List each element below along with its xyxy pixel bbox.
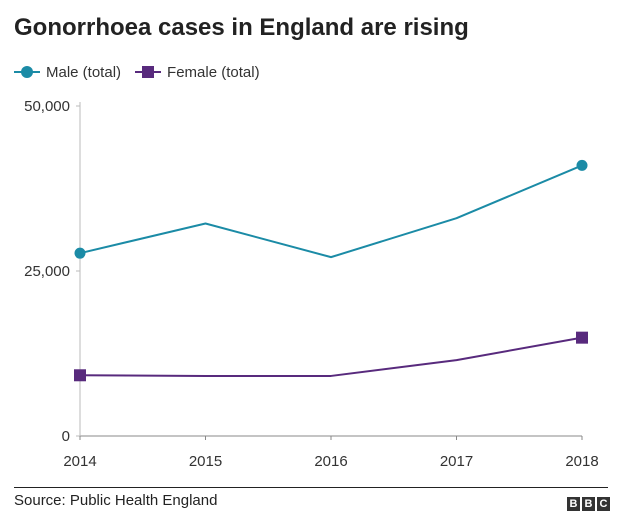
y-tick-label: 25,000 xyxy=(24,263,70,280)
legend-square-marker-icon xyxy=(135,66,162,78)
bbc-logo: B B C xyxy=(565,497,610,511)
data-point-male xyxy=(576,159,588,171)
series-line-male xyxy=(79,164,583,259)
footer-divider xyxy=(14,487,608,488)
legend-item-male: Male (total) xyxy=(14,64,121,81)
x-tick-label: 2014 xyxy=(63,453,96,470)
chart-title: Gonorrhoea cases in England are rising xyxy=(14,14,469,41)
legend-circle-marker-icon xyxy=(14,66,40,78)
y-tick-label: 50,000 xyxy=(24,98,70,115)
data-point-female xyxy=(576,331,588,344)
line-chart: 0 25,000 50,000 2014 2015 2016 2017 2018 xyxy=(24,98,599,470)
bbc-logo-letter: B xyxy=(567,497,580,511)
x-tick-label: 2018 xyxy=(565,453,598,470)
bbc-logo-letter: B xyxy=(582,497,595,511)
data-point-male xyxy=(74,247,86,259)
source-note: Source: Public Health England xyxy=(14,492,218,509)
legend-item-female: Female (total) xyxy=(135,64,260,81)
data-point-female xyxy=(74,369,86,382)
bbc-logo-letter: C xyxy=(597,497,610,511)
x-tick-label: 2017 xyxy=(440,453,473,470)
y-tick-label: 0 xyxy=(62,428,70,445)
legend-label-male: Male (total) xyxy=(46,63,122,81)
x-tick-label: 2016 xyxy=(314,453,347,470)
legend-label-female: Female (total) xyxy=(167,63,260,81)
x-tick-label: 2015 xyxy=(189,453,222,470)
legend: Male (total) Female (total) xyxy=(14,60,274,84)
series-line-female xyxy=(79,336,583,377)
